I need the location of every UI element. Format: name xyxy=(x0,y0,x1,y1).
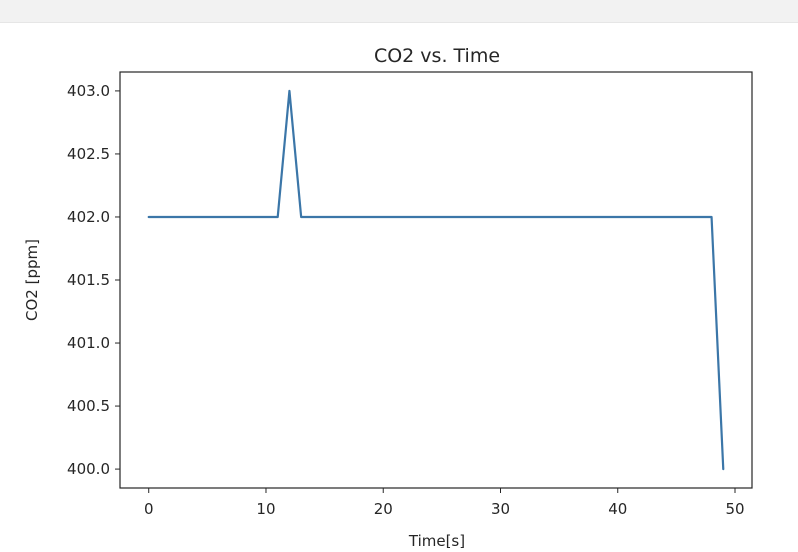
notebook-output-header-bar xyxy=(0,0,798,23)
x-tick-label: 50 xyxy=(725,500,744,518)
y-axis-label: CO2 [ppm] xyxy=(23,239,41,321)
x-tick-label: 20 xyxy=(374,500,393,518)
y-tick-label: 403.0 xyxy=(67,82,110,100)
chart-title: CO2 vs. Time xyxy=(374,45,500,67)
x-tick-label: 40 xyxy=(608,500,627,518)
y-tick-label: 400.5 xyxy=(67,397,110,415)
x-axis-label: Time[s] xyxy=(408,532,465,550)
y-tick-label: 400.0 xyxy=(67,460,110,478)
x-tick-label: 10 xyxy=(256,500,275,518)
y-tick-label: 401.5 xyxy=(67,271,110,289)
y-tick-label: 402.0 xyxy=(67,208,110,226)
y-tick-label: 402.5 xyxy=(67,145,110,163)
plot-area: 0 10 20 30 40 50 400.0 400.5 401.0 401.5 402.0 402.… xyxy=(67,71,753,518)
y-tick-label: 401.0 xyxy=(67,334,110,352)
x-tick-label: 30 xyxy=(491,500,510,518)
x-tick-label: 0 xyxy=(144,500,154,518)
plot-frame xyxy=(119,71,753,489)
series-line-0 xyxy=(147,89,725,471)
